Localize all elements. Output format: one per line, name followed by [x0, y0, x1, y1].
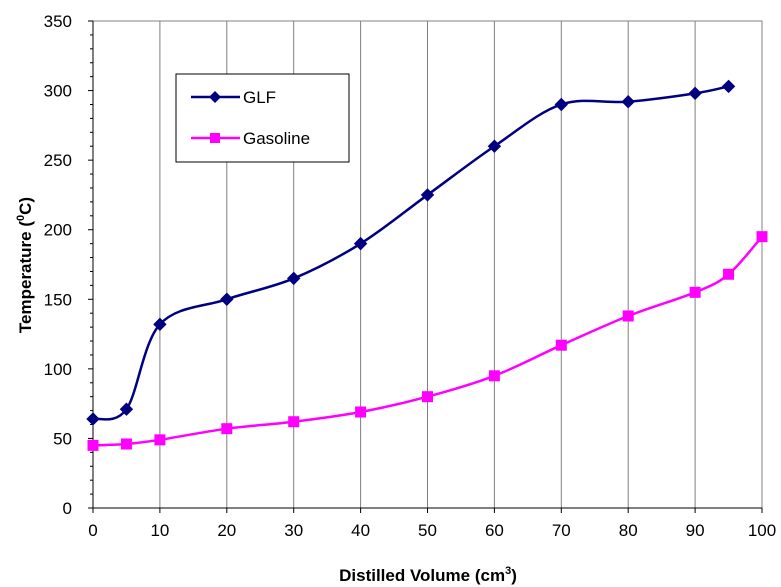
data-point-gasoline-40	[355, 406, 367, 418]
data-point-gasoline-0	[87, 439, 99, 451]
x-axis-title-main: Distilled Volume (cm	[339, 566, 505, 585]
x-tick-label-70: 70	[552, 521, 571, 540]
x-tick-label-50: 50	[418, 521, 437, 540]
y-tick-label-350: 350	[44, 12, 72, 31]
data-point-glf-5	[119, 402, 134, 416]
x-tick-label-10: 10	[150, 521, 169, 540]
x-tick-label-40: 40	[351, 521, 370, 540]
x-axis-title-end: )	[511, 566, 517, 585]
data-point-glf-95	[721, 79, 736, 94]
y-axis-title-main: Temperature (	[16, 221, 35, 333]
legend-item-gasoline: Gasoline	[191, 129, 310, 148]
data-point-gasoline-30	[288, 416, 300, 428]
data-point-glf-50	[420, 188, 435, 202]
y-tick-label-300: 300	[44, 82, 72, 101]
data-point-glf-60	[487, 139, 502, 153]
data-point-gasoline-10	[154, 434, 166, 446]
legend-label-glf: GLF	[243, 88, 276, 107]
tick-labels: 0 50 100 150 200 250 300 350 0 10 20 30 40 50 60 70 80 90…	[44, 12, 777, 540]
data-point-gasoline-70	[555, 339, 567, 351]
x-tick-label-20: 20	[217, 521, 236, 540]
data-point-glf-20	[220, 292, 234, 306]
y-tick-label-0: 0	[63, 499, 72, 518]
data-point-gasoline-80	[622, 310, 634, 322]
x-tick-label-100: 100	[748, 521, 776, 540]
data-point-gasoline-5	[120, 438, 132, 450]
y-axis-title: Temperature (0C)	[15, 197, 35, 333]
y-tick-label-250: 250	[44, 151, 72, 170]
data-point-gasoline-20	[221, 423, 233, 435]
legend: GLF Gasoline	[175, 73, 350, 163]
data-point-glf-10	[153, 317, 167, 332]
axes	[88, 20, 763, 513]
data-point-gasoline-60	[488, 370, 500, 382]
y-tick-label-200: 200	[44, 221, 72, 240]
y-tick-label-100: 100	[44, 360, 72, 379]
data-point-glf-30	[286, 271, 301, 286]
data-point-glf-40	[353, 236, 368, 251]
data-point-glf-80	[621, 94, 635, 109]
y-tick-label-150: 150	[44, 290, 72, 309]
x-tick-label-60: 60	[485, 521, 504, 540]
y-axis-title-end: C)	[16, 197, 35, 215]
x-tick-label-0: 0	[88, 521, 97, 540]
x-tick-label-80: 80	[619, 521, 638, 540]
data-point-glf-90	[688, 86, 702, 101]
y-tick-label-50: 50	[53, 429, 72, 448]
y-axis-title-sup: 0	[15, 215, 27, 221]
legend-marker-glf	[209, 91, 221, 103]
x-tick-label-30: 30	[284, 521, 303, 540]
x-tick-label-90: 90	[686, 521, 705, 540]
data-point-gasoline-50	[422, 391, 433, 403]
x-axis-title-sup: 3	[505, 565, 511, 577]
legend-label-gasoline: Gasoline	[243, 129, 310, 148]
data-series	[86, 79, 768, 451]
data-point-gasoline-100	[756, 231, 768, 243]
data-point-gasoline-90	[689, 286, 701, 298]
legend-item-glf: GLF	[191, 88, 276, 107]
x-axis-title: Distilled Volume (cm3)	[339, 565, 517, 585]
data-point-glf-70	[554, 97, 569, 112]
legend-box	[175, 73, 350, 163]
data-point-gasoline-95	[723, 268, 735, 280]
data-point-glf-0	[86, 412, 100, 426]
legend-marker-gasoline	[210, 133, 220, 143]
